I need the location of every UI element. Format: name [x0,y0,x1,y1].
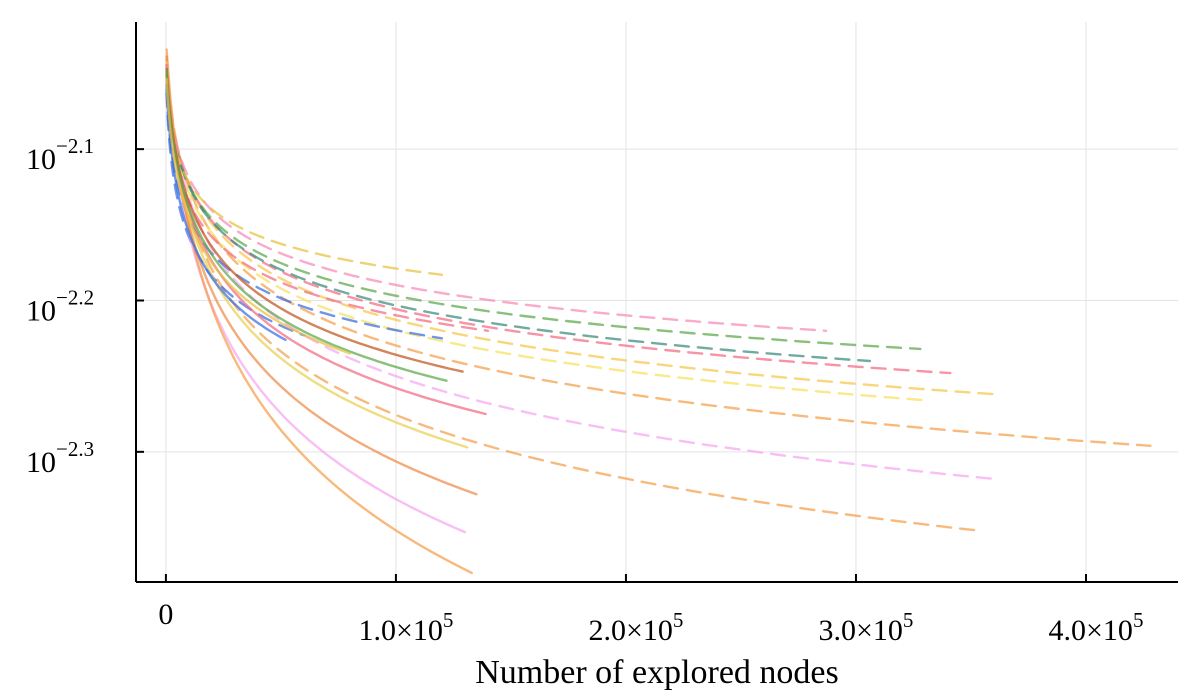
series-line-20 [165,68,448,382]
y-tick-label: 10−2.1 [26,134,94,176]
series-layer [165,48,1152,575]
series-line-10 [165,81,444,276]
y-tick-label: 10−2.3 [26,437,94,479]
series-line-13 [165,88,444,340]
series-line-8 [165,73,871,363]
series-line-1 [165,58,1152,447]
label-layer: 0 1.0×105 2.0×105 3.0×105 4.0×105 10−2.1 10−2.… [26,134,1143,647]
grid-layer [136,22,1178,582]
series-line-11 [165,78,490,332]
y-tick-label: 10−2.2 [26,285,94,327]
x-tick-label: 4.0×105 [1049,608,1144,647]
x-tick-label: 0 [158,598,173,631]
series-line-12 [165,91,306,337]
x-tick-label: 1.0×105 [358,608,453,647]
series-line-3 [165,72,929,402]
x-tick-label: 3.0×105 [819,608,914,647]
series-line-22 [165,77,352,355]
x-axis-label: Number of explored nodes [475,654,839,690]
series-line-2 [165,64,998,396]
series-line-21 [165,82,287,341]
series-line-4 [165,62,998,481]
series-line-14 [165,54,467,534]
x-tick-label: 2.0×105 [588,608,683,647]
axis-layer [135,22,1178,583]
